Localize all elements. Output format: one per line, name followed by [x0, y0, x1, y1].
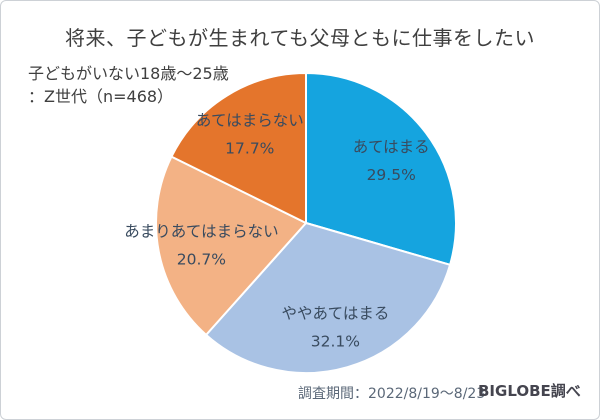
survey-period: 調査期間：2022/8/19～8/23 [298, 386, 486, 402]
source-credit: BIGLOBE調べ [478, 382, 581, 400]
pie-pct-amari-atehamaranai: 20.7% [177, 250, 226, 268]
pie-pct-atehamaranai: 17.7% [225, 140, 274, 158]
pie-label-atehamaranai: あてはまらない [196, 112, 304, 130]
pie-label-atehamaru: あてはまる [353, 138, 430, 156]
pie-label-yaya-atehamaru: ややあてはまる [281, 304, 389, 322]
pie-slice-yaya-atehamaru [205, 222, 452, 374]
pie-pct-atehamaru: 29.5% [367, 166, 416, 184]
chart-subtitle: 子どもがいない18歳～25歳 ：Z世代（n=468） [28, 62, 229, 108]
subtitle-line1: 子どもがいない18歳～25歳 [28, 64, 229, 83]
subtitle-line2: ：Z世代（n=468） [28, 87, 174, 106]
chart-title: 将来、子どもが生まれても父母ともに仕事をしたい [65, 26, 535, 50]
pie-slice-amari-atehamaranai [155, 155, 307, 336]
pie-slice-atehamaru [305, 72, 457, 266]
pie-slice-atehamaranai [170, 72, 307, 224]
pie-label-amari-atehamaranai: あまりあてはまらない [124, 222, 278, 240]
pie-pct-yaya-atehamaru: 32.1% [311, 332, 360, 350]
